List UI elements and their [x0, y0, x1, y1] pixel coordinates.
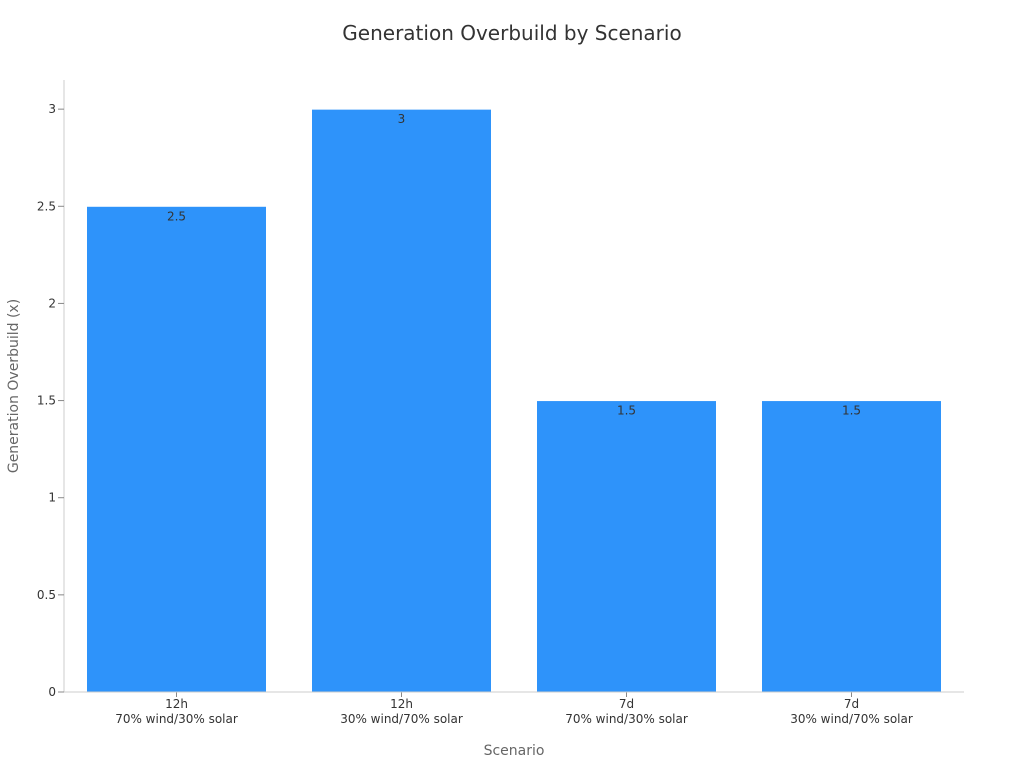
- bar: [536, 400, 717, 693]
- bar: [761, 400, 942, 693]
- y-tick-label: 0: [48, 685, 56, 699]
- y-tick-label: 1.5: [37, 394, 56, 408]
- y-tick-label: 3: [48, 102, 56, 116]
- y-tick-label: 1: [48, 491, 56, 505]
- bar: [86, 205, 267, 693]
- y-axis-title: Generation Overbuild (x): [6, 299, 22, 473]
- x-tick-label: 30% wind/70% solar: [790, 712, 913, 726]
- x-tick-label: 12h: [390, 697, 413, 711]
- chart-title: Generation Overbuild by Scenario: [342, 21, 681, 45]
- x-axis-title: Scenario: [484, 743, 545, 759]
- x-tick-label: 70% wind/30% solar: [565, 712, 688, 726]
- bar: [311, 108, 492, 693]
- x-tick-label: 12h: [165, 697, 188, 711]
- y-tick-label: 2.5: [37, 199, 56, 213]
- x-tick-label: 30% wind/70% solar: [340, 712, 463, 726]
- y-tick-label: 0.5: [37, 588, 56, 602]
- y-tick-label: 2: [48, 296, 56, 310]
- x-tick-label: 7d: [844, 697, 859, 711]
- x-tick-label: 70% wind/30% solar: [115, 712, 238, 726]
- x-tick-label: 7d: [619, 697, 634, 711]
- data-label: 1.5: [842, 404, 861, 418]
- data-label: 3: [398, 112, 406, 126]
- data-label: 2.5: [167, 209, 186, 223]
- data-label: 1.5: [617, 404, 636, 418]
